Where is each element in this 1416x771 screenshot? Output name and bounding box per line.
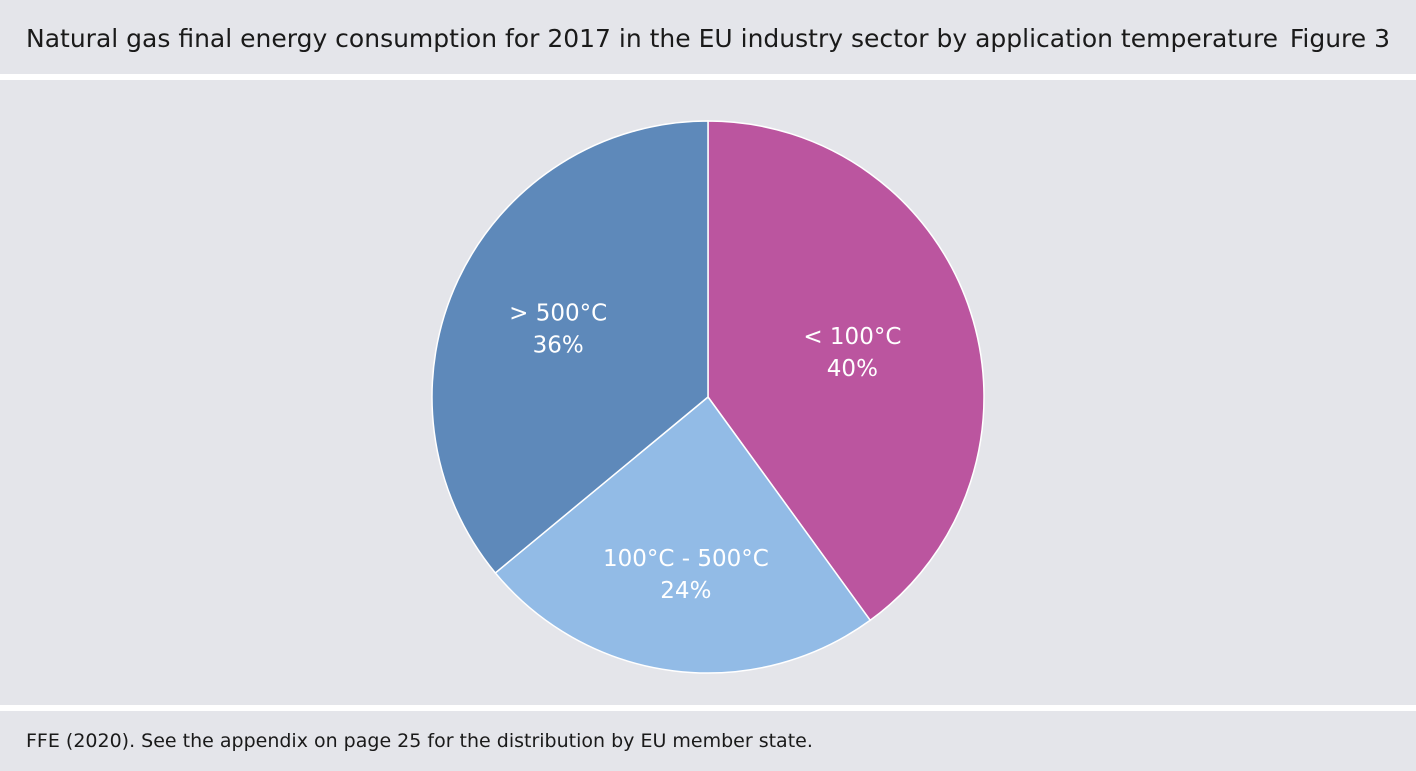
pie-slice-3	[431, 120, 709, 574]
slice-category-label: > 500°C	[509, 300, 607, 326]
slice-value-label: 36%	[533, 332, 584, 358]
footer-bar: FFE (2020). See the appendix on page 25 …	[0, 711, 1416, 771]
pie-slice-2	[494, 395, 872, 674]
slice-category-label: < 100°C	[803, 324, 901, 350]
header-bar: Natural gas final energy consumption for…	[0, 0, 1416, 74]
slice-label-3: > 500°C 36%	[509, 300, 607, 358]
figure-label: Figure 3	[1289, 24, 1390, 53]
slice-label-2: 100°C - 500°C 24%	[603, 546, 769, 604]
slice-label-1: < 100°C 40%	[803, 324, 901, 382]
source-note: FFE (2020). See the appendix on page 25 …	[26, 730, 813, 752]
pie-chart: < 100°C 40% 100°C - 500°C 24% > 500°C 36%	[431, 120, 985, 674]
chart-title: Natural gas final energy consumption for…	[26, 24, 1279, 53]
slice-value-label: 40%	[827, 356, 878, 382]
pie-slice-1	[707, 120, 985, 622]
chart-area: < 100°C 40% 100°C - 500°C 24% > 500°C 36%	[0, 80, 1416, 705]
slice-category-label: 100°C - 500°C	[603, 546, 769, 572]
slice-value-label: 24%	[660, 578, 711, 604]
